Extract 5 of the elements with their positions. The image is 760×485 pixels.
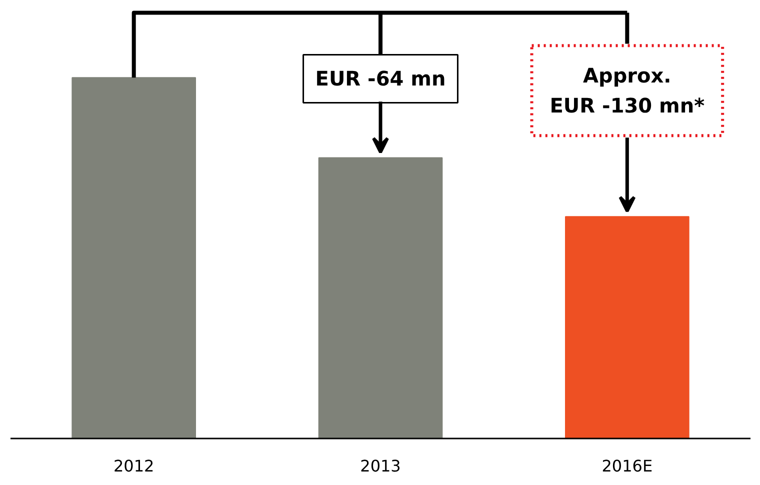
x-tick-label: 2016E <box>602 456 653 476</box>
x-tick-label: 2012 <box>113 456 154 476</box>
annotation: EUR -64 mn <box>315 66 446 91</box>
x-tick-label: 2013 <box>360 456 401 476</box>
annotation: Approx. EUR -130 mn* <box>550 64 706 118</box>
